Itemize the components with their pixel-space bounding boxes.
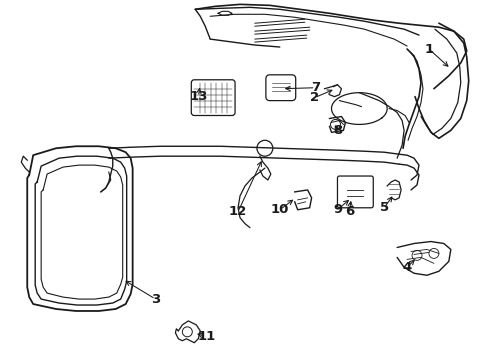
Text: 5: 5 [379,201,388,214]
Text: 3: 3 [151,293,160,306]
FancyBboxPatch shape [265,75,295,100]
Text: 10: 10 [270,203,288,216]
Text: 1: 1 [424,42,433,55]
Text: 13: 13 [189,90,207,103]
Text: 12: 12 [228,205,246,218]
Text: 4: 4 [402,261,411,274]
Text: 7: 7 [310,81,320,94]
FancyBboxPatch shape [191,80,235,116]
FancyBboxPatch shape [337,176,372,208]
Text: 11: 11 [197,330,215,343]
Text: 8: 8 [332,124,342,137]
Text: 2: 2 [309,91,319,104]
Text: 6: 6 [344,205,353,218]
Text: 9: 9 [332,203,341,216]
